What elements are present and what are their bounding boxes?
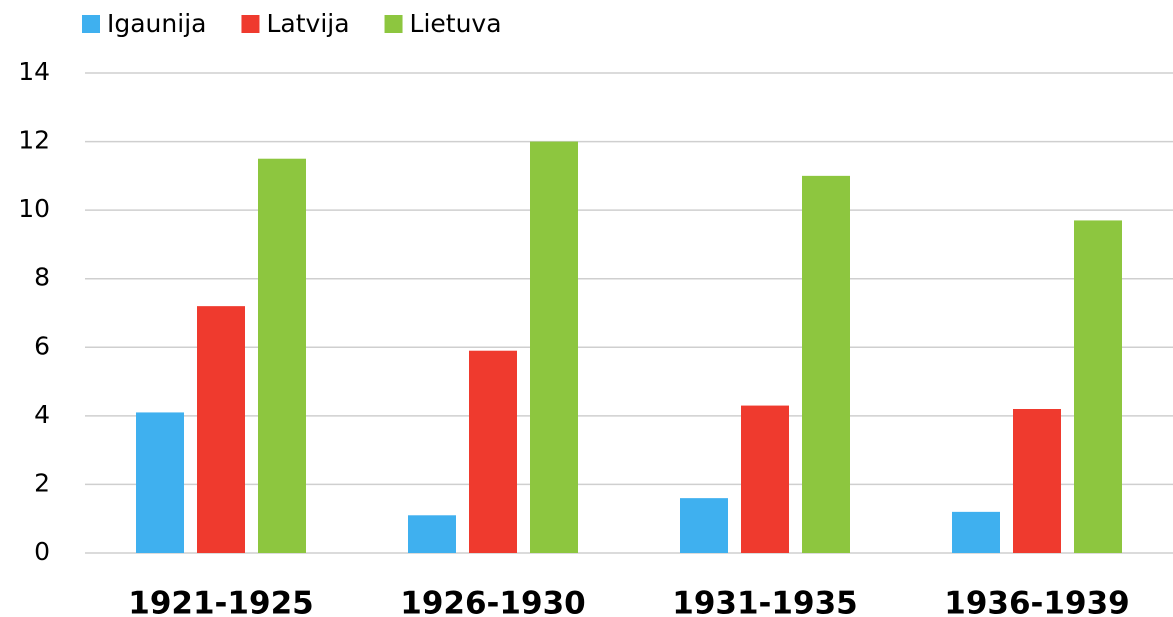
bar	[741, 405, 789, 553]
bar	[136, 412, 184, 553]
legend-swatch	[384, 15, 403, 33]
legend-label: Igaunija	[107, 9, 206, 38]
bar	[802, 175, 850, 553]
legend-label: Latvija	[266, 9, 349, 38]
y-tick-label: 10	[18, 194, 50, 223]
y-tick-label: 4	[34, 400, 50, 429]
bar	[1074, 220, 1122, 553]
bar	[469, 350, 517, 553]
x-tick-label: 1931-1935	[672, 586, 857, 617]
x-tick-label: 1936-1939	[944, 586, 1129, 617]
legend-label: Lietuva	[410, 9, 502, 38]
y-tick-label: 6	[34, 331, 50, 360]
y-tick-label: 14	[18, 57, 50, 86]
bar	[408, 515, 456, 553]
bar	[197, 306, 245, 553]
bar	[952, 511, 1000, 553]
bar	[680, 498, 728, 553]
y-tick-label: 2	[34, 468, 50, 497]
x-tick-label: 1921-1925	[128, 586, 313, 617]
y-tick-label: 8	[34, 263, 50, 292]
x-tick-label: 1926-1930	[400, 586, 585, 617]
legend-swatch	[241, 15, 260, 33]
y-tick-label: 12	[18, 126, 50, 155]
y-tick-label: 0	[34, 537, 50, 566]
bar	[1013, 409, 1061, 553]
bar	[258, 158, 306, 553]
legend-swatch	[82, 15, 100, 33]
bar	[530, 141, 578, 554]
